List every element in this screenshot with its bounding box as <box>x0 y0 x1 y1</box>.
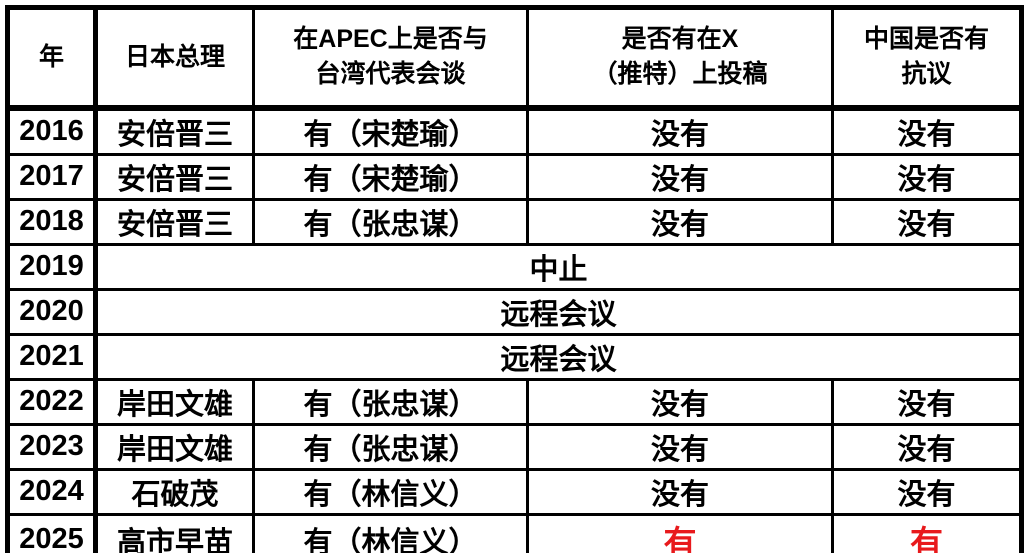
apec-taiwan-meeting-table: 年 日本总理 在APEC上是否与 台湾代表会谈 是否有在X （推特）上投稿 中国… <box>5 5 1024 553</box>
china-protest-cell: 没有 <box>831 377 1023 426</box>
year-cell: 2021 <box>6 332 98 381</box>
merged-status-cell: 中止 <box>94 242 1023 291</box>
header-apec-meeting: 在APEC上是否与 台湾代表会谈 <box>252 6 529 111</box>
x-post-cell: 没有 <box>526 197 834 246</box>
year-cell: 2020 <box>6 287 98 336</box>
x-post-cell: 没有 <box>526 106 834 156</box>
table-row-2021: 2021 远程会议 <box>6 332 1023 381</box>
china-protest-cell: 没有 <box>831 467 1023 516</box>
pm-cell: 安倍晋三 <box>94 197 255 246</box>
year-cell: 2019 <box>6 242 98 291</box>
table-row-2025: 2025 高市早苗 有（林信义） 有 有 <box>6 512 1023 553</box>
merged-status-cell: 远程会议 <box>94 332 1023 381</box>
header-row: 年 日本总理 在APEC上是否与 台湾代表会谈 是否有在X （推特）上投稿 中国… <box>6 6 1023 111</box>
header-x-post: 是否有在X （推特）上投稿 <box>526 6 834 111</box>
china-protest-cell: 没有 <box>831 152 1023 201</box>
pm-cell: 安倍晋三 <box>94 152 255 201</box>
x-post-cell: 没有 <box>526 467 834 516</box>
year-cell: 2024 <box>6 467 98 516</box>
x-post-cell-highlighted: 有 <box>526 512 834 553</box>
pm-cell: 安倍晋三 <box>94 106 255 156</box>
year-cell: 2022 <box>6 377 98 426</box>
table-row-2024: 2024 石破茂 有（林信义） 没有 没有 <box>6 467 1023 516</box>
apec-meeting-cell: 有（张忠谋） <box>252 422 529 471</box>
year-cell: 2018 <box>6 197 98 246</box>
pm-cell: 石破茂 <box>94 467 255 516</box>
table-row-2017: 2017 安倍晋三 有（宋楚瑜） 没有 没有 <box>6 152 1023 201</box>
apec-meeting-cell: 有（宋楚瑜） <box>252 152 529 201</box>
x-post-cell: 没有 <box>526 152 834 201</box>
year-cell: 2023 <box>6 422 98 471</box>
china-protest-cell: 没有 <box>831 197 1023 246</box>
header-china-protest: 中国是否有 抗议 <box>831 6 1023 111</box>
apec-meeting-cell: 有（张忠谋） <box>252 377 529 426</box>
x-post-cell: 没有 <box>526 422 834 471</box>
x-post-cell: 没有 <box>526 377 834 426</box>
table-header: 年 日本总理 在APEC上是否与 台湾代表会谈 是否有在X （推特）上投稿 中国… <box>6 6 1023 111</box>
pm-cell: 岸田文雄 <box>94 422 255 471</box>
table-row-2022: 2022 岸田文雄 有（张忠谋） 没有 没有 <box>6 377 1023 426</box>
table-row-2023: 2023 岸田文雄 有（张忠谋） 没有 没有 <box>6 422 1023 471</box>
year-cell: 2016 <box>6 106 98 156</box>
header-japan-pm: 日本总理 <box>94 6 255 111</box>
pm-cell: 高市早苗 <box>94 512 255 553</box>
table-row-2019: 2019 中止 <box>6 242 1023 291</box>
china-protest-cell: 没有 <box>831 106 1023 156</box>
table-row-2018: 2018 安倍晋三 有（张忠谋） 没有 没有 <box>6 197 1023 246</box>
table-row-2016: 2016 安倍晋三 有（宋楚瑜） 没有 没有 <box>6 106 1023 156</box>
header-year: 年 <box>6 6 98 111</box>
table-row-2020: 2020 远程会议 <box>6 287 1023 336</box>
table-body: 2016 安倍晋三 有（宋楚瑜） 没有 没有 2017 安倍晋三 有（宋楚瑜） … <box>6 106 1023 553</box>
year-cell: 2017 <box>6 152 98 201</box>
year-cell: 2025 <box>6 512 98 553</box>
merged-status-cell: 远程会议 <box>94 287 1023 336</box>
china-protest-cell: 没有 <box>831 422 1023 471</box>
apec-meeting-cell: 有（林信义） <box>252 512 529 553</box>
apec-meeting-cell: 有（宋楚瑜） <box>252 106 529 156</box>
pm-cell: 岸田文雄 <box>94 377 255 426</box>
apec-meeting-cell: 有（张忠谋） <box>252 197 529 246</box>
apec-meeting-cell: 有（林信义） <box>252 467 529 516</box>
china-protest-cell-highlighted: 有 <box>831 512 1023 553</box>
